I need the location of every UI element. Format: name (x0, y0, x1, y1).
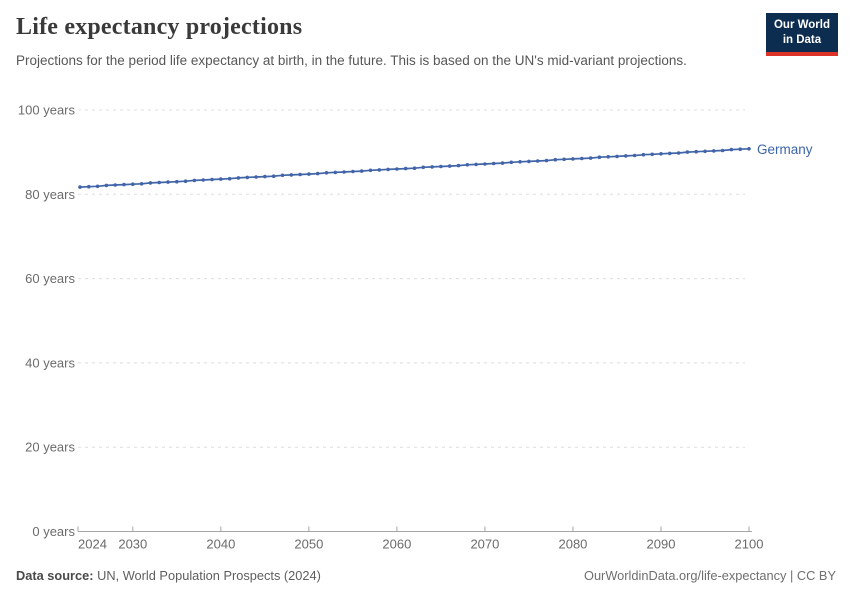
owid-logo[interactable]: Our World in Data (765, 13, 838, 56)
svg-text:2030: 2030 (118, 537, 147, 552)
data-source-label: Data source: (16, 568, 94, 583)
citation-link[interactable]: OurWorldinData.org/life-expectancy | CC … (583, 568, 836, 583)
svg-text:20 years: 20 years (25, 440, 75, 455)
svg-text:2024: 2024 (78, 537, 107, 552)
owid-logo-line2: in Data (782, 33, 822, 46)
svg-text:2080: 2080 (558, 537, 587, 552)
svg-text:40 years: 40 years (25, 355, 75, 370)
svg-text:2060: 2060 (382, 537, 411, 552)
svg-text:2050: 2050 (294, 537, 323, 552)
svg-text:80 years: 80 years (25, 187, 75, 202)
svg-text:2090: 2090 (647, 537, 676, 552)
svg-text:2100: 2100 (735, 537, 764, 552)
svg-text:2040: 2040 (206, 537, 235, 552)
svg-text:0 years: 0 years (32, 524, 75, 539)
data-source-value: UN, World Population Prospects (2024) (97, 568, 321, 583)
svg-text:2070: 2070 (470, 537, 499, 552)
svg-text:60 years: 60 years (25, 271, 75, 286)
page-title: Life expectancy projections (16, 14, 303, 40)
owid-logo-line1: Our World (773, 19, 830, 31)
chart-footer: Data source: UN, World Population Prospe… (16, 568, 836, 583)
chart-subtitle: Projections for the period life expectan… (16, 53, 687, 68)
series-label-germany[interactable]: Germany (757, 142, 813, 157)
data-source: Data source: UN, World Population Prospe… (16, 568, 321, 583)
svg-text:100 years: 100 years (18, 103, 76, 118)
